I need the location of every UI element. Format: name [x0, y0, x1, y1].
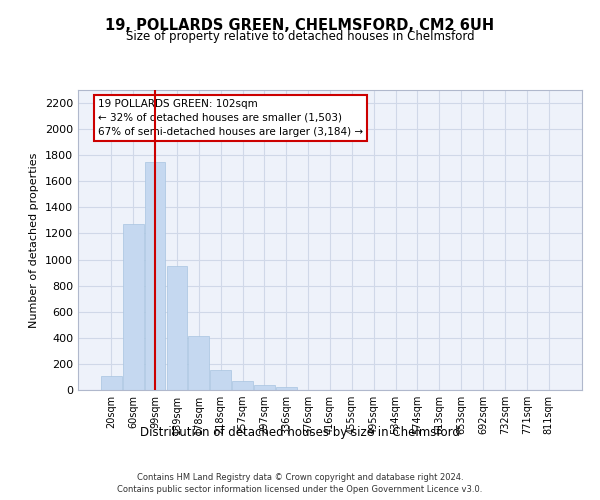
Bar	[276, 388, 296, 390]
Text: Contains HM Land Registry data © Crown copyright and database right 2024.: Contains HM Land Registry data © Crown c…	[137, 472, 463, 482]
Text: Distribution of detached houses by size in Chelmsford: Distribution of detached houses by size …	[140, 426, 460, 439]
Bar	[101, 376, 122, 390]
Bar	[210, 370, 231, 390]
Bar	[188, 336, 209, 390]
Bar	[123, 224, 143, 390]
Text: 19 POLLARDS GREEN: 102sqm
← 32% of detached houses are smaller (1,503)
67% of se: 19 POLLARDS GREEN: 102sqm ← 32% of detac…	[98, 99, 363, 137]
Y-axis label: Number of detached properties: Number of detached properties	[29, 152, 40, 328]
Bar	[167, 266, 187, 390]
Bar	[145, 162, 166, 390]
Bar	[254, 386, 275, 390]
Text: Size of property relative to detached houses in Chelmsford: Size of property relative to detached ho…	[125, 30, 475, 43]
Text: 19, POLLARDS GREEN, CHELMSFORD, CM2 6UH: 19, POLLARDS GREEN, CHELMSFORD, CM2 6UH	[106, 18, 494, 32]
Bar	[232, 381, 253, 390]
Text: Contains public sector information licensed under the Open Government Licence v3: Contains public sector information licen…	[118, 485, 482, 494]
